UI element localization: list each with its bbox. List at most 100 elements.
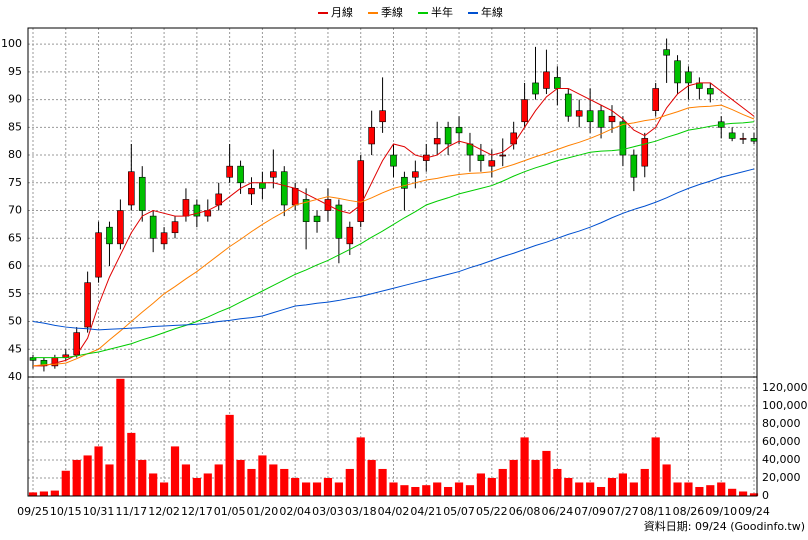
volume-bar <box>684 482 693 496</box>
volume-bar <box>596 486 606 496</box>
y2-tick-label: 100,000 <box>762 399 808 412</box>
volume-bar <box>28 492 38 496</box>
x-tick-label: 11/17 <box>115 505 147 518</box>
volume-bar <box>127 432 136 496</box>
volume-bar <box>225 414 234 496</box>
y2-tick-label: 20,000 <box>762 471 801 484</box>
volume-bar <box>531 459 540 496</box>
volume-bar <box>94 446 103 496</box>
x-tick-label: 05/22 <box>476 505 508 518</box>
volume-bar <box>749 493 759 496</box>
volume-bar <box>476 473 485 496</box>
candle-body <box>706 88 714 95</box>
x-tick-label: 07/27 <box>607 505 639 518</box>
volume-bar <box>192 477 201 496</box>
volume-bar <box>498 468 507 496</box>
candle-body <box>455 127 463 134</box>
candle-body <box>597 110 605 128</box>
candle-body <box>291 188 299 206</box>
ma-line <box>32 104 755 367</box>
candle-body <box>619 121 627 156</box>
y2-tick-label: 0 <box>762 489 769 502</box>
volume-bar <box>487 477 496 496</box>
volume-bar <box>61 470 70 496</box>
volume-bar <box>356 437 365 496</box>
candle-body <box>248 188 255 195</box>
candle-body <box>466 143 474 156</box>
y-tick-label: 70 <box>8 204 22 217</box>
x-tick-label: 01/20 <box>247 505 279 518</box>
volume-bar <box>181 464 191 496</box>
y-tick-label: 65 <box>8 231 22 244</box>
candle-body <box>510 132 517 145</box>
volume-bar <box>72 459 81 496</box>
volume-bar <box>465 485 475 496</box>
volume-bar <box>728 488 737 496</box>
ma-line <box>32 168 755 331</box>
x-tick-label: 08/26 <box>673 505 705 518</box>
volume-bar <box>170 446 180 496</box>
candle-body <box>750 138 758 142</box>
candle-body <box>444 127 452 145</box>
candle-body <box>270 171 277 178</box>
volume-bar <box>586 482 595 496</box>
legend-label: 月線 <box>331 5 353 19</box>
volume-bar <box>673 482 682 496</box>
legend-label: 半年 <box>431 5 453 19</box>
volume-bar <box>50 490 59 496</box>
volume-bar <box>422 485 431 496</box>
y-tick-label: 55 <box>8 287 22 300</box>
candle-body <box>259 182 266 189</box>
candle-body <box>379 110 386 123</box>
candle-body <box>95 232 102 278</box>
volume-bar <box>717 482 726 496</box>
volume-bar <box>695 486 704 496</box>
candle-body <box>543 71 550 89</box>
x-tick-label: 03/18 <box>345 505 377 518</box>
candle-body <box>477 154 485 161</box>
x-tick-label: 04/02 <box>378 505 410 518</box>
volume-bar <box>651 437 660 496</box>
candle-body <box>728 132 736 139</box>
candle-body <box>357 160 365 222</box>
volume-bar <box>280 468 289 496</box>
volume-bar <box>411 486 420 496</box>
volume-bar <box>433 482 442 496</box>
y-tick-label: 75 <box>8 176 22 189</box>
candle-body <box>237 165 244 184</box>
volume-bar <box>575 482 584 496</box>
volume-bar <box>302 482 311 496</box>
candle-body <box>346 226 354 245</box>
x-tick-label: 06/24 <box>542 505 574 518</box>
candle-body <box>674 60 681 84</box>
volume-bar <box>159 482 169 496</box>
volume-bar <box>138 459 147 496</box>
y2-tick-label: 120,000 <box>762 381 808 394</box>
candle-body <box>390 154 397 167</box>
volume-bar <box>83 455 92 496</box>
candle-body <box>302 199 310 222</box>
x-tick-label: 09/10 <box>705 505 737 518</box>
legend-label: 季線 <box>381 5 403 19</box>
volume-bar <box>269 464 278 496</box>
legend-label: 年線 <box>481 5 503 19</box>
x-tick-label: 04/21 <box>410 505 442 518</box>
volume-bar <box>400 485 409 496</box>
x-tick-label: 05/07 <box>443 505 475 518</box>
x-tick-label: 09/24 <box>738 505 770 518</box>
volume-bar <box>236 459 245 496</box>
candle-body <box>685 71 692 84</box>
volume-bar <box>323 477 333 496</box>
y2-tick-label: 40,000 <box>762 453 801 466</box>
candle-body <box>160 232 168 245</box>
candle-body <box>368 127 375 145</box>
candle-body <box>575 110 583 117</box>
y-tick-label: 80 <box>8 148 22 161</box>
volume-bar <box>607 477 617 496</box>
volume-bar <box>389 482 398 496</box>
y-tick-label: 95 <box>8 65 22 78</box>
y-tick-label: 100 <box>1 37 22 50</box>
x-tick-label: 01/05 <box>214 505 246 518</box>
candle-body <box>138 176 146 211</box>
